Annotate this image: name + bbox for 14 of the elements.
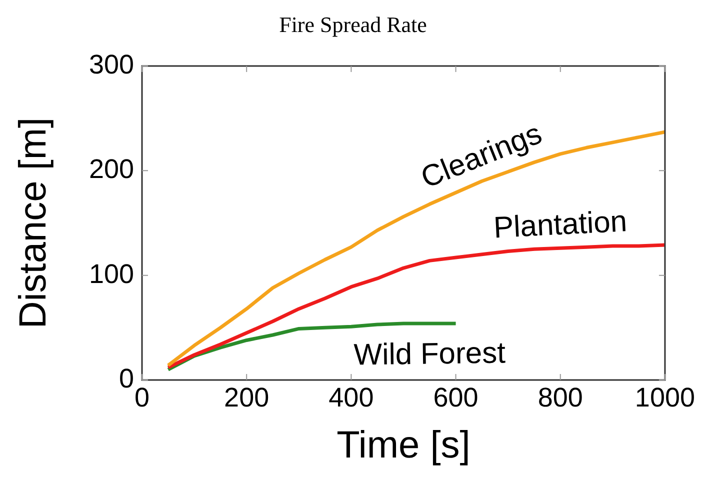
series-label: Plantation [492, 205, 628, 245]
x-axis-title: Time [s] [336, 424, 470, 467]
x-tick-label: 200 [224, 382, 270, 413]
chart-title: Fire Spread Rate [279, 12, 427, 37]
y-tick-label: 0 [118, 363, 134, 394]
x-tick-label: 800 [538, 382, 583, 413]
y-tick-label: 200 [88, 154, 134, 184]
y-axis-title: Distance [m] [12, 117, 54, 329]
y-tick-label: 300 [88, 49, 134, 80]
series-label: Wild Forest [354, 336, 506, 372]
x-tick-label: 1000 [634, 382, 696, 413]
x-tick-label: 400 [328, 382, 374, 413]
x-tick-label: 600 [433, 382, 478, 413]
y-tick-label: 100 [88, 258, 134, 289]
